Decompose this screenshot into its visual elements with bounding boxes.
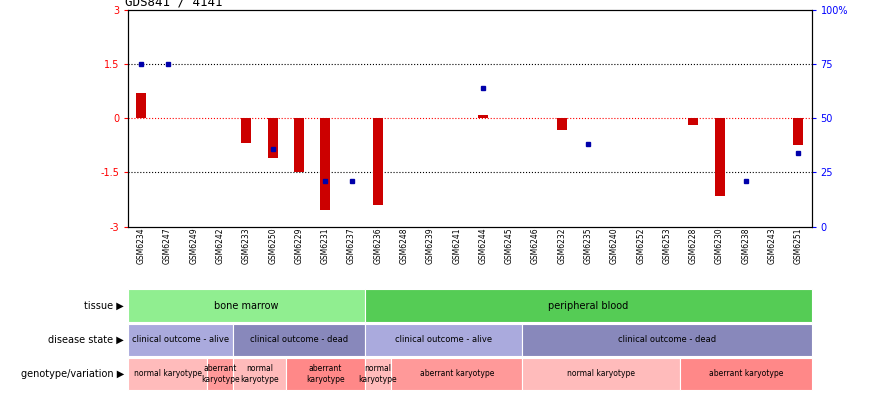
Text: tissue ▶: tissue ▶ bbox=[84, 301, 124, 311]
Bar bbox=[320, 118, 331, 210]
Bar bbox=[207, 358, 233, 390]
Bar bbox=[233, 324, 365, 356]
Bar bbox=[128, 324, 233, 356]
Bar bbox=[714, 118, 725, 196]
Bar bbox=[557, 118, 567, 130]
Text: clinical outcome - alive: clinical outcome - alive bbox=[133, 335, 229, 344]
Bar bbox=[241, 118, 251, 143]
Bar bbox=[689, 118, 698, 125]
Text: GSM6229: GSM6229 bbox=[294, 227, 303, 264]
Text: GSM6244: GSM6244 bbox=[478, 227, 487, 264]
Text: GSM6235: GSM6235 bbox=[583, 227, 592, 264]
Text: GSM6238: GSM6238 bbox=[742, 227, 751, 264]
Text: GSM6228: GSM6228 bbox=[689, 227, 697, 264]
Text: GSM6246: GSM6246 bbox=[531, 227, 540, 264]
Bar bbox=[365, 289, 812, 322]
Text: GSM6242: GSM6242 bbox=[216, 227, 225, 264]
Text: normal
karyotype: normal karyotype bbox=[240, 364, 279, 383]
Text: normal karyotype: normal karyotype bbox=[568, 369, 636, 378]
Bar bbox=[136, 93, 147, 118]
Bar bbox=[391, 358, 522, 390]
Text: GSM6251: GSM6251 bbox=[794, 227, 803, 264]
Bar bbox=[373, 118, 383, 205]
Bar bbox=[478, 115, 488, 118]
Text: GSM6245: GSM6245 bbox=[505, 227, 514, 264]
Text: GSM6253: GSM6253 bbox=[662, 227, 672, 264]
Text: GSM6234: GSM6234 bbox=[137, 227, 146, 264]
Text: disease state ▶: disease state ▶ bbox=[48, 335, 124, 345]
Text: GSM6236: GSM6236 bbox=[373, 227, 383, 264]
Text: GSM6247: GSM6247 bbox=[164, 227, 172, 264]
Bar bbox=[793, 118, 804, 145]
Text: aberrant karyotype: aberrant karyotype bbox=[420, 369, 494, 378]
Text: GSM6230: GSM6230 bbox=[715, 227, 724, 264]
Text: clinical outcome - dead: clinical outcome - dead bbox=[250, 335, 348, 344]
Bar bbox=[128, 289, 365, 322]
Text: GSM6233: GSM6233 bbox=[242, 227, 251, 264]
Text: GSM6239: GSM6239 bbox=[426, 227, 435, 264]
Text: normal
karyotype: normal karyotype bbox=[359, 364, 397, 383]
Bar bbox=[365, 324, 522, 356]
Bar bbox=[522, 324, 812, 356]
Text: GSM6232: GSM6232 bbox=[557, 227, 567, 264]
Bar bbox=[286, 358, 365, 390]
Bar bbox=[365, 358, 391, 390]
Text: aberrant
karyotype: aberrant karyotype bbox=[306, 364, 345, 383]
Text: GSM6240: GSM6240 bbox=[610, 227, 619, 264]
Text: genotype/variation ▶: genotype/variation ▶ bbox=[20, 369, 124, 379]
Text: peripheral blood: peripheral blood bbox=[548, 301, 629, 311]
Text: GSM6248: GSM6248 bbox=[400, 227, 408, 264]
Text: GSM6243: GSM6243 bbox=[767, 227, 776, 264]
Bar bbox=[522, 358, 680, 390]
Text: GSM6237: GSM6237 bbox=[347, 227, 356, 264]
Text: clinical outcome - alive: clinical outcome - alive bbox=[395, 335, 492, 344]
Text: bone marrow: bone marrow bbox=[214, 301, 278, 311]
Text: GDS841 / 4141: GDS841 / 4141 bbox=[125, 0, 222, 9]
Text: GSM6252: GSM6252 bbox=[636, 227, 645, 264]
Bar bbox=[268, 118, 278, 158]
Bar bbox=[128, 358, 207, 390]
Bar bbox=[233, 358, 286, 390]
Text: aberrant karyotype: aberrant karyotype bbox=[709, 369, 783, 378]
Text: normal karyotype: normal karyotype bbox=[133, 369, 202, 378]
Text: GSM6250: GSM6250 bbox=[268, 227, 278, 264]
Text: aberrant
karyotype: aberrant karyotype bbox=[201, 364, 240, 383]
Bar bbox=[680, 358, 812, 390]
Bar bbox=[294, 118, 304, 172]
Text: GSM6241: GSM6241 bbox=[453, 227, 461, 264]
Text: GSM6249: GSM6249 bbox=[189, 227, 198, 264]
Text: clinical outcome - dead: clinical outcome - dead bbox=[618, 335, 716, 344]
Text: GSM6231: GSM6231 bbox=[321, 227, 330, 264]
